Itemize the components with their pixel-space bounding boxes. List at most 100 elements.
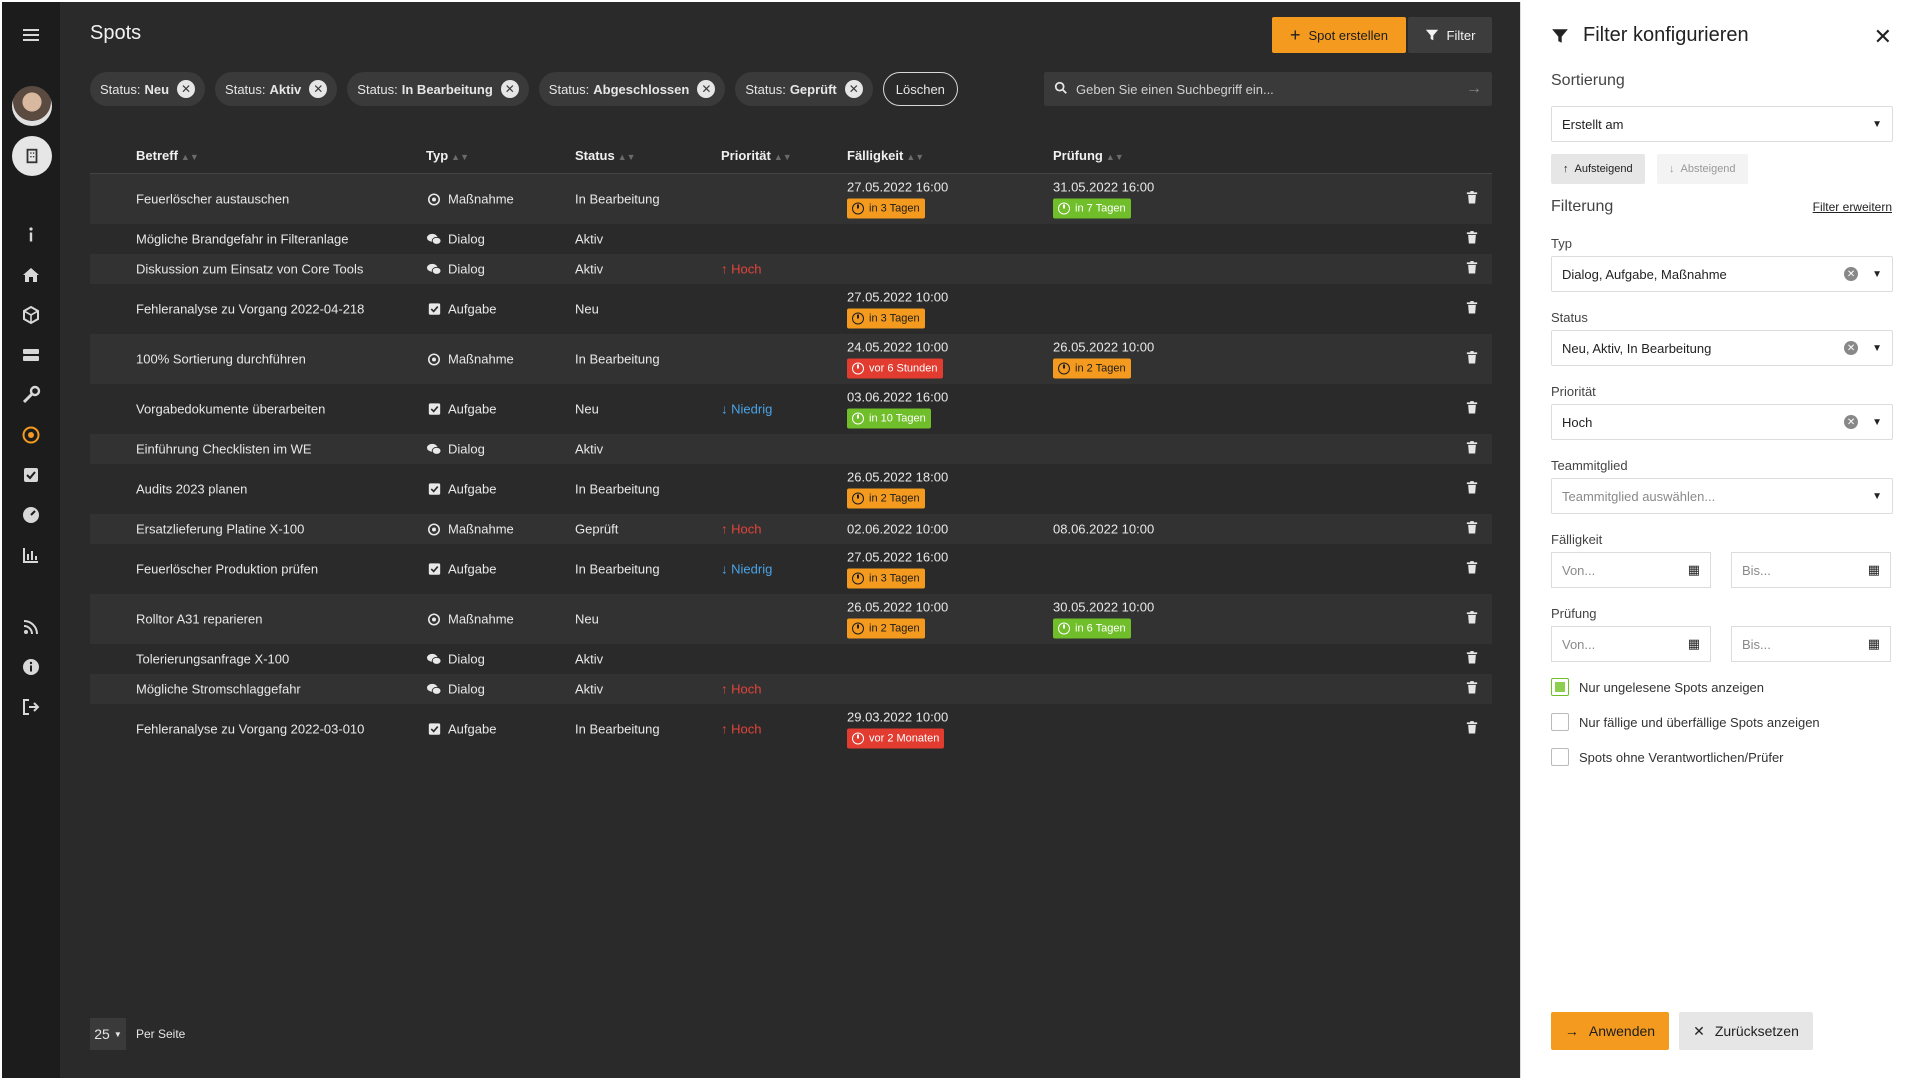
table-row[interactable]: Fehleranalyse zu Vorgang 2022-04-218 Aufg… — [90, 284, 1492, 334]
remove-chip-icon[interactable]: ✕ — [697, 80, 716, 98]
due-from-input[interactable]: Von... ▦ — [1551, 552, 1711, 588]
row-subject[interactable]: Fehleranalyse zu Vorgang 2022-04-218 — [136, 301, 365, 317]
table-row[interactable]: Feuerlöscher Produktion prüfen Aufgabe In … — [90, 544, 1492, 594]
trash-icon[interactable] — [1466, 481, 1478, 498]
trash-icon[interactable] — [1466, 441, 1478, 458]
table-row[interactable]: Feuerlöscher austauschen Maßnahme In Bearb… — [90, 174, 1492, 224]
row-subject[interactable]: Vorgabedokumente überarbeiten — [136, 401, 326, 417]
server-icon[interactable] — [16, 340, 46, 370]
wrench-icon[interactable] — [16, 380, 46, 410]
trash-icon[interactable] — [1466, 301, 1478, 318]
sort-descending-button[interactable]: ↓ Absteigend — [1657, 154, 1748, 184]
trash-icon[interactable] — [1466, 651, 1478, 668]
type-select[interactable]: Dialog, Aufgabe, Maßnahme ✕ ▼ — [1551, 256, 1893, 292]
sort-ascending-button[interactable]: ↑ Aufsteigend — [1551, 154, 1645, 184]
priority-select[interactable]: Hoch ✕ ▼ — [1551, 404, 1893, 440]
extend-filter-link[interactable]: Filter erweitern — [1812, 200, 1892, 214]
status-chip[interactable]: Status: Abgeschlossen ✕ — [538, 72, 726, 106]
gauge-icon[interactable] — [16, 500, 46, 530]
clear-icon[interactable]: ✕ — [1844, 341, 1859, 355]
row-subject[interactable]: Audits 2023 planen — [136, 481, 248, 497]
table-row[interactable]: 100% Sortierung durchführen Maßnahme In Be… — [90, 334, 1492, 384]
row-subject[interactable]: Fehleranalyse zu Vorgang 2022-03-010 — [136, 721, 365, 737]
column-header-prioritaet[interactable]: Priorität ▲▼ — [721, 148, 792, 163]
info-circle-icon[interactable] — [16, 652, 46, 682]
trash-icon[interactable] — [1466, 611, 1478, 628]
apply-button[interactable]: → Anwenden — [1551, 1012, 1669, 1050]
column-header-betreff[interactable]: Betreff ▲▼ — [136, 148, 199, 163]
trash-icon[interactable] — [1466, 401, 1478, 418]
table-row[interactable]: Einführung Checklisten im WE Dialog Aktiv — [90, 434, 1492, 464]
logout-icon[interactable] — [16, 692, 46, 722]
trash-icon[interactable] — [1466, 261, 1478, 278]
table-row[interactable]: Fehleranalyse zu Vorgang 2022-03-010 Aufg… — [90, 704, 1492, 754]
status-select[interactable]: Neu, Aktiv, In Bearbeitung ✕ ▼ — [1551, 330, 1893, 366]
row-subject[interactable]: Mögliche Stromschlaggefahr — [136, 681, 301, 697]
trash-icon[interactable] — [1466, 231, 1478, 248]
trash-icon[interactable] — [1466, 521, 1478, 538]
trash-icon[interactable] — [1466, 681, 1478, 698]
clear-chips-button[interactable]: Löschen — [882, 72, 958, 106]
column-header-pruefung[interactable]: Prüfung ▲▼ — [1053, 148, 1124, 163]
member-select[interactable]: Teammitglied auswählen... ▼ — [1551, 478, 1893, 514]
reset-button[interactable]: ✕ Zurücksetzen — [1679, 1012, 1813, 1050]
checkbox-unchecked[interactable] — [1551, 748, 1569, 766]
chart-icon[interactable] — [16, 540, 46, 570]
column-header-status[interactable]: Status ▲▼ — [575, 148, 636, 163]
review-from-input[interactable]: Von... ▦ — [1551, 626, 1711, 662]
table-row[interactable]: Ersatzlieferung Platine X-100 Maßnahme Gep… — [90, 514, 1492, 544]
row-subject[interactable]: Rolltor A31 reparieren — [136, 611, 263, 627]
checkbox-checked[interactable] — [1551, 678, 1569, 696]
table-row[interactable]: Mögliche Stromschlaggefahr Dialog Aktiv ↑ H… — [90, 674, 1492, 704]
status-chip[interactable]: Status: Aktiv ✕ — [215, 72, 338, 106]
status-chip[interactable]: Status: In Bearbeitung ✕ — [347, 72, 529, 106]
clear-icon[interactable]: ✕ — [1844, 267, 1859, 281]
row-subject[interactable]: 100% Sortierung durchführen — [136, 351, 306, 367]
filter-button[interactable]: Filter — [1408, 17, 1492, 53]
close-icon[interactable]: ✕ — [1873, 24, 1892, 49]
column-header-faelligkeit[interactable]: Fälligkeit ▲▼ — [847, 148, 925, 163]
avatar[interactable] — [12, 86, 52, 126]
table-row[interactable]: Diskussion zum Einsatz von Core Tools Dia… — [90, 254, 1492, 284]
status-chip[interactable]: Status: Geprüft ✕ — [735, 72, 873, 106]
remove-chip-icon[interactable]: ✕ — [309, 80, 328, 98]
table-row[interactable]: Mögliche Brandgefahr in Filteranlage Dial… — [90, 224, 1492, 254]
row-subject[interactable]: Feuerlöscher Produktion prüfen — [136, 561, 319, 577]
trash-icon[interactable] — [1466, 351, 1478, 368]
arrow-right-icon[interactable]: → — [1466, 80, 1482, 97]
trash-icon[interactable] — [1466, 721, 1478, 738]
remove-chip-icon[interactable]: ✕ — [500, 80, 519, 98]
table-row[interactable]: Rolltor A31 reparieren Maßnahme Neu 26.05.2… — [90, 594, 1492, 644]
trash-icon[interactable] — [1466, 191, 1478, 208]
sort-field-select[interactable]: Erstellt am ▼ — [1551, 106, 1893, 142]
target-icon-active[interactable] — [16, 420, 46, 450]
review-to-input[interactable]: Bis... ▦ — [1731, 626, 1891, 662]
cubes-icon[interactable] — [16, 300, 46, 330]
status-chip[interactable]: Status: Neu ✕ — [90, 72, 206, 106]
checkbox-unchecked[interactable] — [1551, 713, 1569, 731]
table-row[interactable]: Audits 2023 planen Aufgabe In Bearbeitung 2… — [90, 464, 1492, 514]
table-row[interactable]: Tolerierungsanfrage X-100 Dialog Aktiv — [90, 644, 1492, 674]
trash-icon[interactable] — [1466, 561, 1478, 578]
remove-chip-icon[interactable]: ✕ — [844, 80, 863, 98]
menu-icon[interactable] — [16, 20, 46, 50]
remove-chip-icon[interactable]: ✕ — [177, 80, 196, 98]
unread-checkbox[interactable]: Nur ungelesene Spots anzeigen — [1551, 678, 1764, 696]
column-header-typ[interactable]: Typ ▲▼ — [426, 148, 469, 163]
row-subject[interactable]: Feuerlöscher austauschen — [136, 191, 290, 207]
row-subject[interactable]: Mögliche Brandgefahr in Filteranlage — [136, 231, 349, 247]
search-input[interactable]: Geben Sie einen Suchbegriff ein... → — [1044, 72, 1492, 106]
rss-icon[interactable] — [16, 612, 46, 642]
create-spot-button[interactable]: + Spot erstellen — [1272, 17, 1406, 53]
row-subject[interactable]: Einführung Checklisten im WE — [136, 441, 312, 457]
row-subject[interactable]: Tolerierungsanfrage X-100 — [136, 651, 290, 667]
building-icon[interactable] — [12, 136, 52, 176]
table-row[interactable]: Vorgabedokumente überarbeiten Aufgabe Neu ↓… — [90, 384, 1492, 434]
clear-icon[interactable]: ✕ — [1844, 415, 1859, 429]
row-subject[interactable]: Diskussion zum Einsatz von Core Tools — [136, 261, 364, 277]
due-checkbox[interactable]: Nur fällige und überfällige Spots anzeig… — [1551, 713, 1820, 731]
checkbox-icon[interactable] — [16, 460, 46, 490]
home-icon[interactable] — [16, 260, 46, 290]
row-subject[interactable]: Ersatzlieferung Platine X-100 — [136, 521, 305, 537]
info-icon[interactable] — [16, 220, 46, 250]
